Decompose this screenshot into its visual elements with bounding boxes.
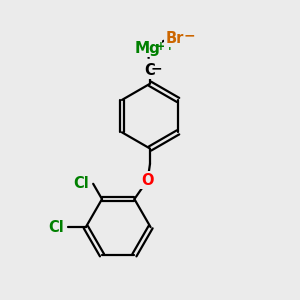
Text: −: − — [151, 61, 162, 75]
Text: Cl: Cl — [73, 176, 89, 191]
Text: ++: ++ — [156, 40, 176, 52]
Text: Mg: Mg — [135, 41, 161, 56]
Text: O: O — [141, 172, 154, 188]
Text: Br: Br — [166, 31, 184, 46]
Text: Cl: Cl — [48, 220, 64, 235]
Text: −: − — [183, 29, 195, 43]
Text: C: C — [145, 63, 155, 78]
